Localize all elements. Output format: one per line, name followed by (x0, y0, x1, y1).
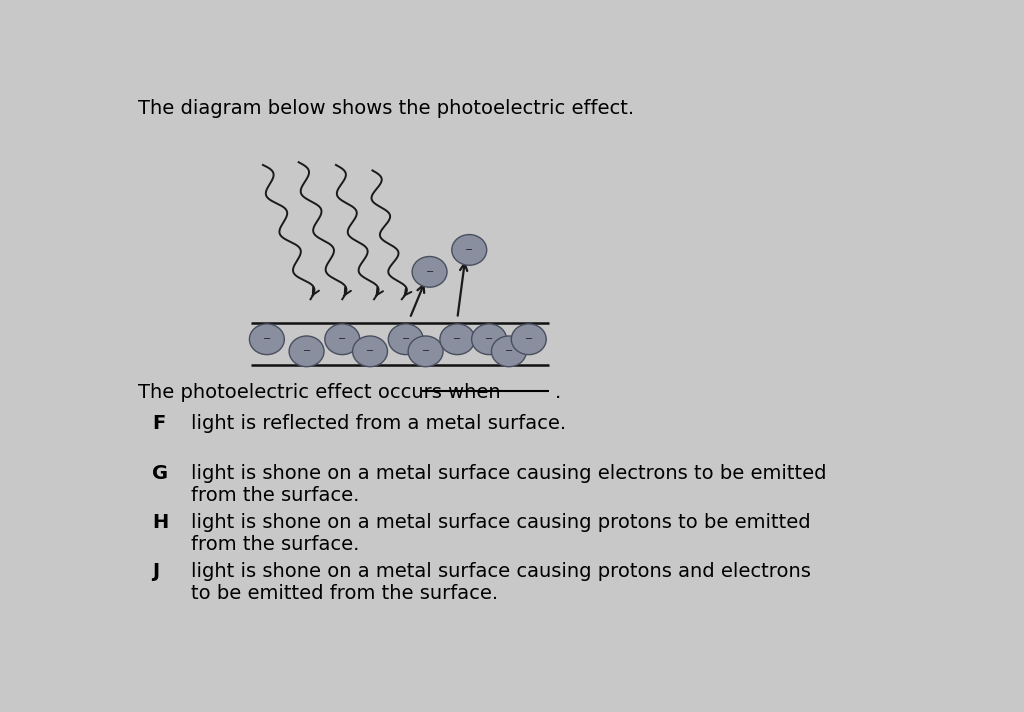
Text: −: − (524, 334, 532, 345)
Ellipse shape (289, 336, 324, 367)
Text: −: − (505, 346, 513, 356)
Ellipse shape (472, 324, 507, 355)
Ellipse shape (409, 336, 443, 367)
Text: −: − (401, 334, 410, 345)
Text: −: − (338, 334, 346, 345)
Ellipse shape (440, 324, 475, 355)
Ellipse shape (352, 336, 387, 367)
Text: −: − (422, 346, 430, 356)
Text: −: − (454, 334, 462, 345)
Text: The diagram below shows the photoelectric effect.: The diagram below shows the photoelectri… (137, 99, 634, 118)
Ellipse shape (492, 336, 526, 367)
Text: −: − (485, 334, 494, 345)
Text: J: J (152, 562, 159, 582)
Ellipse shape (511, 324, 546, 355)
Text: −: − (465, 245, 473, 255)
Text: light is shone on a metal surface causing protons and electrons
to be emitted fr: light is shone on a metal surface causin… (191, 562, 811, 603)
Text: H: H (152, 513, 168, 532)
Ellipse shape (388, 324, 423, 355)
Text: .: . (555, 382, 561, 402)
Ellipse shape (412, 256, 447, 287)
Text: −: − (302, 346, 310, 356)
Ellipse shape (452, 234, 486, 266)
Text: F: F (152, 414, 165, 434)
Text: −: − (263, 334, 271, 345)
Ellipse shape (325, 324, 359, 355)
Text: G: G (152, 464, 168, 483)
Text: light is shone on a metal surface causing electrons to be emitted
from the surfa: light is shone on a metal surface causin… (191, 464, 827, 505)
Text: −: − (426, 267, 433, 277)
Text: light is reflected from a metal surface.: light is reflected from a metal surface. (191, 414, 566, 434)
Ellipse shape (250, 324, 285, 355)
Text: light is shone on a metal surface causing protons to be emitted
from the surface: light is shone on a metal surface causin… (191, 513, 811, 554)
Text: The photoelectric effect occurs when: The photoelectric effect occurs when (137, 382, 500, 402)
Text: −: − (366, 346, 374, 356)
